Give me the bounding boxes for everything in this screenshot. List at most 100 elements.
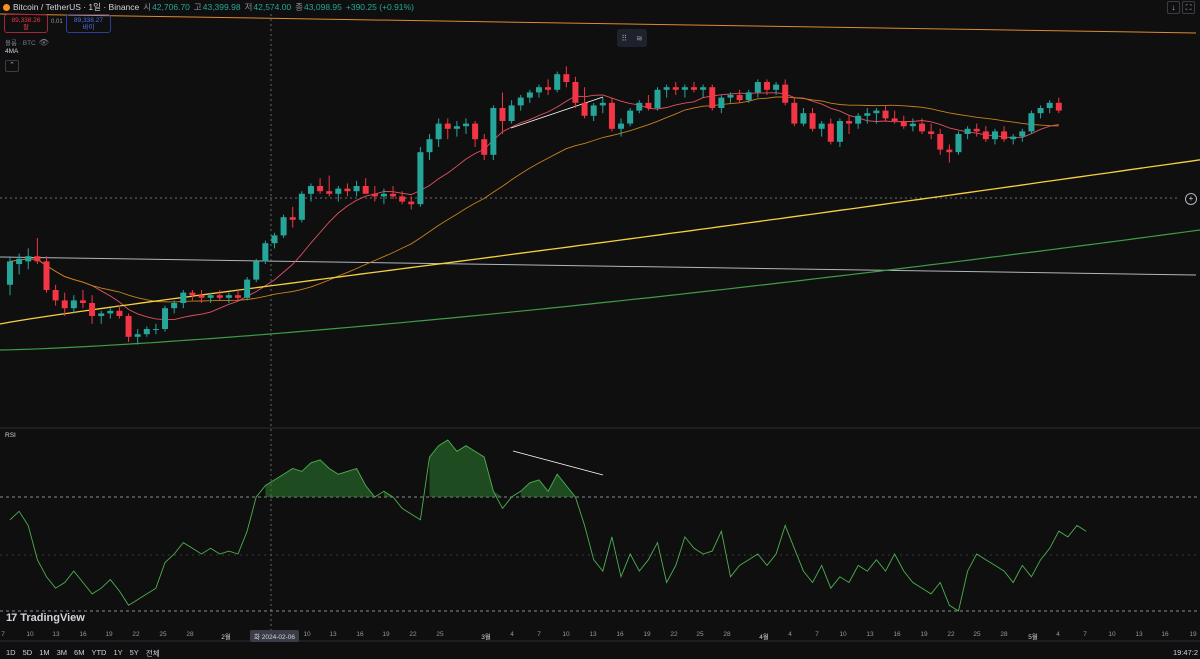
candle-body <box>61 300 68 309</box>
candle-body <box>207 295 214 298</box>
x-tick-label: 7 <box>1083 631 1087 638</box>
x-tick-label: 28 <box>186 631 194 638</box>
candle-body <box>535 87 542 93</box>
candle-body <box>225 295 232 298</box>
candle-body <box>289 217 296 220</box>
candle-body <box>627 110 634 124</box>
symbol-title[interactable]: Bitcoin / TetherUS · 1일 · Binance <box>13 2 140 12</box>
plus-icon[interactable]: + <box>1185 193 1197 205</box>
ma-legend[interactable]: 4MA <box>5 48 19 55</box>
candle-body <box>782 84 789 103</box>
timeframe-0[interactable]: 1D <box>6 648 16 657</box>
drag-handle-icon[interactable]: ⠿ <box>621 33 628 43</box>
bitcoin-logo-icon <box>3 3 10 11</box>
candle-body <box>636 102 643 111</box>
x-tick-label: 13 <box>1135 631 1143 638</box>
candle-body <box>490 108 497 155</box>
candle-body <box>444 123 451 129</box>
x-tick-label: 25 <box>696 631 704 638</box>
eye-icon[interactable]: 👁 <box>38 37 49 47</box>
candle-body <box>280 217 287 236</box>
candle-body <box>344 188 351 192</box>
x-tick-label: 13 <box>589 631 597 638</box>
candle-body <box>873 110 880 114</box>
candle-body <box>681 87 688 90</box>
candle-body <box>353 186 360 192</box>
x-tick-label: 16 <box>356 631 364 638</box>
candle-body <box>1019 131 1026 137</box>
candle-body <box>608 102 615 129</box>
buy-button[interactable]: 89,338.27 바이 <box>66 14 111 33</box>
x-tick-label: 16 <box>79 631 87 638</box>
candle-body <box>362 186 369 194</box>
candle-body <box>791 102 798 124</box>
tradingview-logo[interactable]: 17 TradingView <box>6 612 85 624</box>
candle-body <box>563 74 570 82</box>
candle-body <box>417 152 424 205</box>
candle-body <box>727 95 734 98</box>
cursor-date-label: 화 2024-02-06 <box>250 630 300 642</box>
timeframe-1[interactable]: 5D <box>22 648 33 657</box>
candle-body <box>25 256 32 262</box>
candle-body <box>846 121 853 124</box>
drawing-tools-icon[interactable]: ≋ <box>635 33 643 43</box>
ma-line-red <box>9 92 1059 321</box>
candle-body <box>919 123 925 132</box>
x-tick-label: 13 <box>329 631 337 638</box>
candle-body <box>709 87 716 108</box>
rsi-legend[interactable]: RSI <box>5 432 16 439</box>
x-tick-label: 16 <box>1161 631 1169 638</box>
low-value: 저42,574.00 <box>244 2 292 12</box>
candle-body <box>946 149 953 153</box>
candle-body <box>152 329 159 330</box>
candle-body <box>298 193 305 220</box>
x-tick-label: 10 <box>839 631 847 638</box>
timeframe-5[interactable]: YTD <box>91 648 107 657</box>
timeframe-2[interactable]: 1M <box>39 648 50 657</box>
x-tick-label: 19 <box>105 631 113 638</box>
timeframe-6[interactable]: 1Y <box>113 648 123 657</box>
candle-body <box>800 113 807 124</box>
timeframe-3[interactable]: 3M <box>56 648 68 657</box>
candle-body <box>745 92 752 101</box>
candle-body <box>991 131 998 140</box>
timeframe-8[interactable]: 전체 <box>145 649 160 658</box>
candle-body <box>937 134 944 150</box>
candle-body <box>599 102 606 106</box>
x-tick-label: 22 <box>132 631 140 638</box>
sell-button[interactable]: 89,338.26 팔 <box>4 14 48 33</box>
timeframe-4[interactable]: 6M <box>74 648 85 657</box>
download-icon[interactable]: ↓ <box>1167 1 1180 14</box>
fullscreen-icon[interactable]: ⛶ <box>1182 1 1195 14</box>
divergence-line-rsi <box>512 450 604 476</box>
candle-body <box>900 121 907 127</box>
drawing-toolbar[interactable]: ⠿ ≋ <box>617 29 647 47</box>
candle-body <box>7 261 13 285</box>
x-tick-label: 10 <box>303 631 311 638</box>
candle-body <box>855 115 862 124</box>
candle-body <box>43 261 50 290</box>
candle-body <box>262 243 269 262</box>
candle-body <box>928 131 935 134</box>
candle-body <box>481 139 488 155</box>
x-tick-label: 16 <box>616 631 624 638</box>
ma-line-yellow <box>0 159 1200 325</box>
x-tick-label: 25 <box>159 631 167 638</box>
candle-body <box>982 131 989 140</box>
candle-body <box>317 186 324 192</box>
candle-body <box>16 258 23 264</box>
candle-body <box>618 123 625 129</box>
candle-body <box>216 295 223 298</box>
volume-legend[interactable]: 볼륨 · BTC 👁 <box>5 37 49 48</box>
x-tick-label: 28 <box>723 631 731 638</box>
x-tick-label: 10 <box>562 631 570 638</box>
x-tick-label: 28 <box>1000 631 1008 638</box>
timeframe-7[interactable]: 5Y <box>129 648 139 657</box>
candle-body <box>435 123 442 140</box>
candle-body <box>453 126 460 129</box>
collapse-legend-button[interactable]: ⌃ <box>5 60 19 72</box>
high-value: 고43,399.98 <box>193 2 241 12</box>
candle-body <box>809 113 816 129</box>
x-tick-label: 4월 <box>759 634 769 641</box>
